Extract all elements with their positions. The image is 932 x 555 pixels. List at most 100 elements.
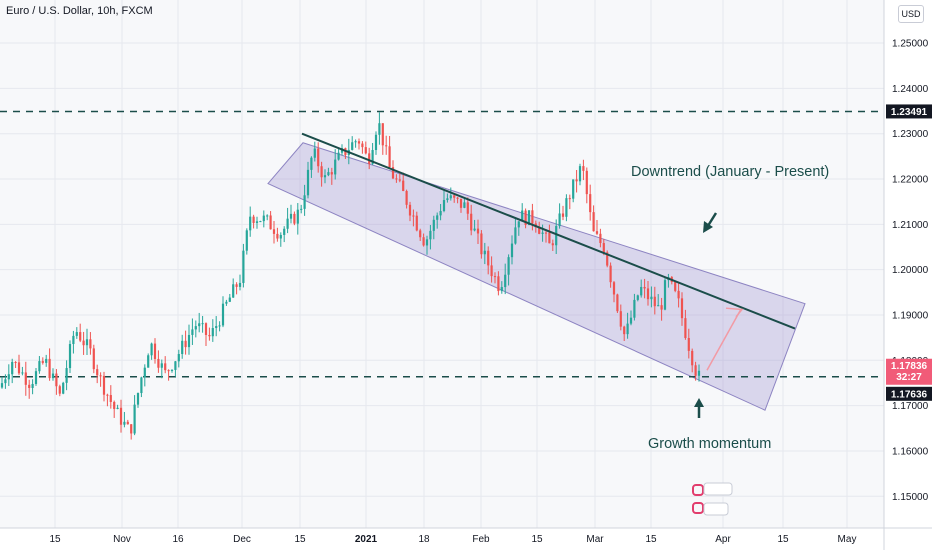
candle-body <box>140 377 143 394</box>
candle-body <box>313 148 316 158</box>
candle-body <box>201 323 204 325</box>
candle-body <box>429 230 432 240</box>
candle-body <box>14 361 17 363</box>
candle-body <box>89 339 92 349</box>
candle-body <box>327 172 330 176</box>
y-tick-label: 1.17000 <box>892 401 929 412</box>
candle-body <box>62 382 65 394</box>
y-tick-label: 1.21000 <box>892 220 929 231</box>
candle-body <box>565 198 568 217</box>
candle-body <box>483 250 486 255</box>
candle-body <box>595 231 599 234</box>
candle-body <box>548 232 551 244</box>
candle-body <box>306 169 310 196</box>
candle-body <box>106 394 109 396</box>
candle-body <box>599 233 602 244</box>
candle-body <box>487 250 490 266</box>
candle-body <box>415 215 418 231</box>
candle-body <box>558 213 561 227</box>
candle-body <box>646 288 650 300</box>
candle-body <box>687 337 690 351</box>
candle-body <box>643 286 646 289</box>
candle-body <box>310 157 313 170</box>
candle-body <box>174 361 177 370</box>
candle-body <box>194 326 197 330</box>
candle-body <box>585 170 588 195</box>
y-tick-label: 1.25000 <box>892 39 929 50</box>
x-tick-label: 18 <box>418 534 430 545</box>
candle-body <box>500 287 503 292</box>
support-price-label-bg <box>886 386 932 401</box>
candle-body <box>177 354 180 362</box>
candle-body <box>677 290 680 299</box>
candle-body <box>606 252 609 266</box>
candle-body <box>55 373 58 387</box>
candle-body <box>164 363 167 371</box>
resistance-price-label: 1.23491 <box>891 107 928 118</box>
candle-body <box>510 243 514 258</box>
candle-body <box>147 355 150 368</box>
candle-body <box>361 143 364 148</box>
candle-body <box>633 299 636 318</box>
candle-body <box>82 340 85 346</box>
candle-body <box>303 195 306 209</box>
candle-body <box>524 210 527 225</box>
candle-body <box>470 213 473 231</box>
candle-body <box>4 379 7 384</box>
candle-body <box>555 226 558 246</box>
candle-body <box>266 215 269 217</box>
candle-body <box>48 358 51 379</box>
candle-body <box>160 363 163 368</box>
downtrend-trendline <box>301 132 796 330</box>
candle-body <box>398 179 401 181</box>
candle-body <box>51 373 55 379</box>
candle-body <box>514 227 517 244</box>
candle-body <box>204 323 208 335</box>
candle-body <box>517 221 520 228</box>
x-tick-label: 16 <box>172 534 184 545</box>
last-price-label: 32:27 <box>896 372 922 383</box>
candle-body <box>650 296 653 300</box>
candle-body <box>38 361 41 372</box>
candle-body <box>402 180 405 192</box>
candle-body <box>504 274 507 288</box>
candle-body <box>249 216 252 231</box>
x-tick-label: 15 <box>645 534 657 545</box>
candle-body <box>109 395 112 402</box>
candle-body <box>425 239 429 246</box>
chart-title: Euro / U.S. Dollar, 10h, FXCM <box>6 5 153 17</box>
candle-body <box>119 407 123 425</box>
candle-body <box>259 221 262 223</box>
y-tick-label: 1.24000 <box>892 84 929 95</box>
candle-body <box>432 219 435 231</box>
candle-body <box>459 198 463 208</box>
candle-body <box>589 194 592 213</box>
candle-body <box>422 237 425 246</box>
candle-body <box>640 286 643 296</box>
x-tick-label: Dec <box>233 534 251 545</box>
x-tick-label: 15 <box>531 534 543 545</box>
candle-body <box>123 421 126 425</box>
candle-body <box>153 343 157 359</box>
x-tick-label: 2021 <box>355 534 378 545</box>
candle-body <box>551 243 554 246</box>
candle-body <box>225 301 228 304</box>
y-tick-label: 1.16000 <box>892 446 929 457</box>
projection-arrow-head <box>725 307 744 318</box>
candle-body <box>660 305 663 310</box>
x-tick-label: 15 <box>294 534 306 545</box>
candle-body <box>41 361 44 363</box>
candle-body <box>544 232 548 234</box>
candle-body <box>21 372 24 374</box>
candle-body <box>184 340 187 348</box>
candle-body <box>245 230 248 251</box>
x-tick-label: Mar <box>586 534 604 545</box>
candle-body <box>17 362 21 374</box>
up-arrow-icon-head <box>694 398 704 407</box>
y-tick-label: 1.20000 <box>892 265 929 276</box>
candle-body <box>371 150 374 164</box>
currency-button[interactable]: USD <box>898 5 924 23</box>
candle-body <box>626 323 629 335</box>
